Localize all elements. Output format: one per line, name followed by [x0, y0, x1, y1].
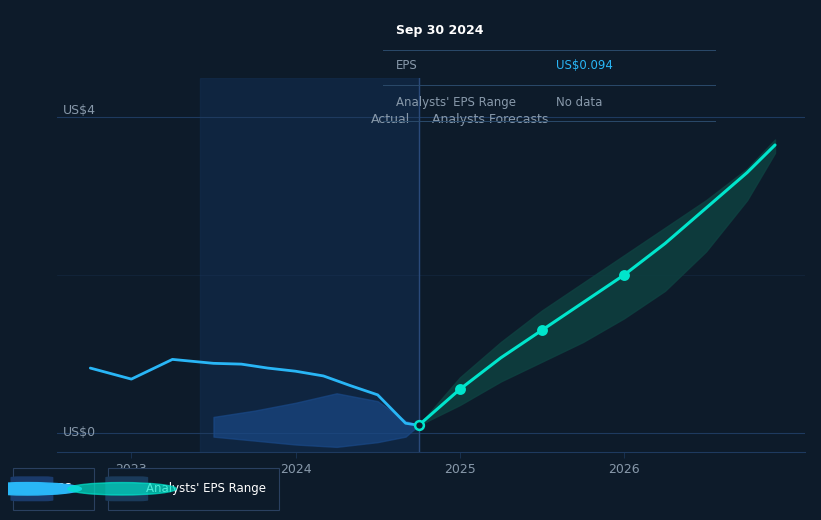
FancyBboxPatch shape [108, 468, 279, 510]
Text: Analysts' EPS Range: Analysts' EPS Range [146, 483, 266, 495]
Text: US$0.094: US$0.094 [556, 59, 613, 72]
Circle shape [68, 483, 177, 495]
Bar [200, 78, 419, 452]
FancyBboxPatch shape [105, 476, 149, 501]
FancyBboxPatch shape [11, 476, 53, 501]
Point [535, 326, 548, 334]
Point [617, 271, 631, 279]
Text: Analysts' EPS Range: Analysts' EPS Range [397, 96, 516, 109]
Circle shape [0, 483, 81, 495]
Text: Sep 30 2024: Sep 30 2024 [397, 24, 484, 37]
Point [453, 385, 466, 394]
Text: EPS: EPS [51, 483, 73, 495]
Text: EPS: EPS [397, 59, 418, 72]
Text: No data: No data [556, 96, 603, 109]
Text: Actual: Actual [371, 113, 410, 126]
FancyBboxPatch shape [13, 468, 94, 510]
Point [412, 421, 425, 430]
Text: US$4: US$4 [62, 105, 95, 118]
Text: Analysts Forecasts: Analysts Forecasts [432, 113, 548, 126]
Text: US$0: US$0 [62, 426, 95, 439]
